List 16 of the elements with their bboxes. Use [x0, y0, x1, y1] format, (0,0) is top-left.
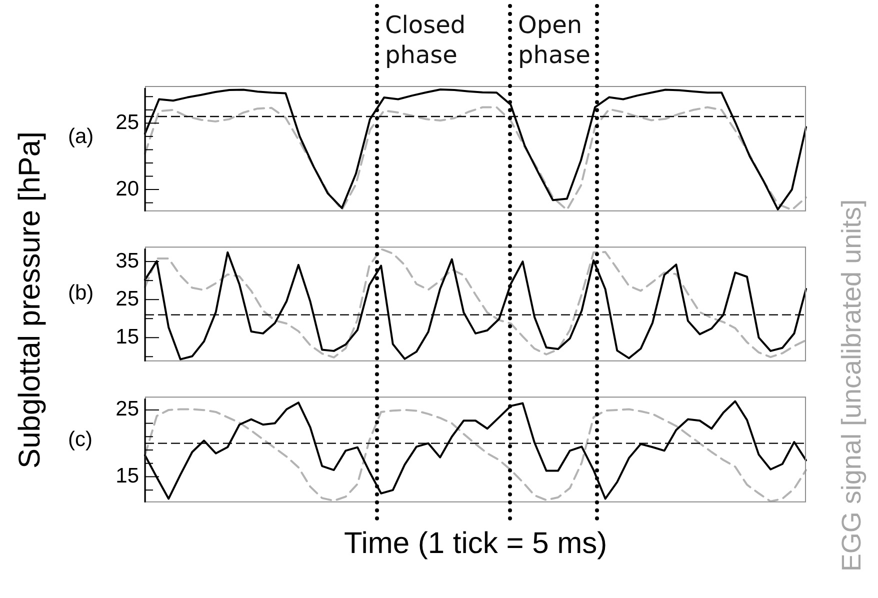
text: (a) [68, 125, 94, 148]
y-tick-label: 15 [116, 325, 139, 348]
x-axis-title: Time (1 tick = 5 ms) [344, 527, 608, 561]
line-series [144, 106, 807, 211]
y2-axis-title: EGG signal [uncalibrated units] [836, 198, 868, 572]
y-tick-label: 15 [116, 464, 139, 488]
y-tick-label: 20 [116, 177, 139, 200]
y-tick-label: 35 [116, 249, 139, 272]
y-tick-label: 25 [116, 110, 139, 134]
text: (b) [68, 282, 94, 305]
text: Closed phase [385, 10, 467, 70]
y-tick-label: 25 [116, 287, 139, 310]
y-axis-title: Subglottal pressure [hPa] [12, 132, 47, 468]
y-tick-label: 25 [116, 398, 139, 421]
text: Open phase [518, 10, 592, 70]
text: (c) [68, 428, 92, 451]
